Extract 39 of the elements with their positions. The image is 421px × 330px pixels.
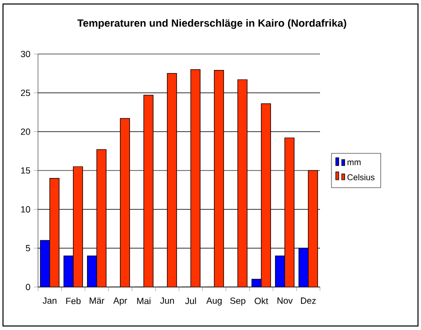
bar [120,118,130,287]
bar [49,178,60,287]
x-tick-label: Okt [254,298,268,304]
legend-label: mm [348,160,361,166]
y-tick-label: 5 [26,245,30,252]
bar [298,248,309,287]
y-tick-label: 0 [26,284,30,290]
bar [87,256,98,287]
bar [237,79,248,287]
bar [260,103,271,287]
x-tick-label: Dez [301,298,316,304]
y-tick-label: 25 [20,90,30,96]
x-tick-label: Jul [185,298,196,304]
bar [275,256,286,287]
bar [308,170,318,287]
legend-label: Celsius [347,174,374,180]
x-tick-label: Feb [66,298,81,304]
x-tick-label: Mär [90,298,104,304]
chart-title: Temperaturen und Niederschläge in Kairo (Nordafrika) [77,19,346,29]
bar [166,73,177,287]
y-tick-label: 15 [21,167,30,174]
bar [190,69,200,287]
bar [64,256,74,287]
x-tick-label: Nov [278,298,293,304]
x-tick-label: Sep [230,298,246,306]
x-tick-label: Apr [113,298,128,306]
bar [143,94,154,287]
y-tick-label: 20 [20,128,30,135]
x-tick-label: Aug [206,298,222,306]
bar [284,138,294,287]
y-tick-label: 30 [20,50,30,58]
x-tick-label: Jan [42,298,56,304]
x-tick-label: Jun [160,298,174,304]
bar [40,240,50,287]
y-tick-label: 10 [21,206,30,213]
bar [214,70,224,287]
x-tick-label: Mai [137,298,150,304]
bar [96,149,106,287]
bar [72,166,83,287]
